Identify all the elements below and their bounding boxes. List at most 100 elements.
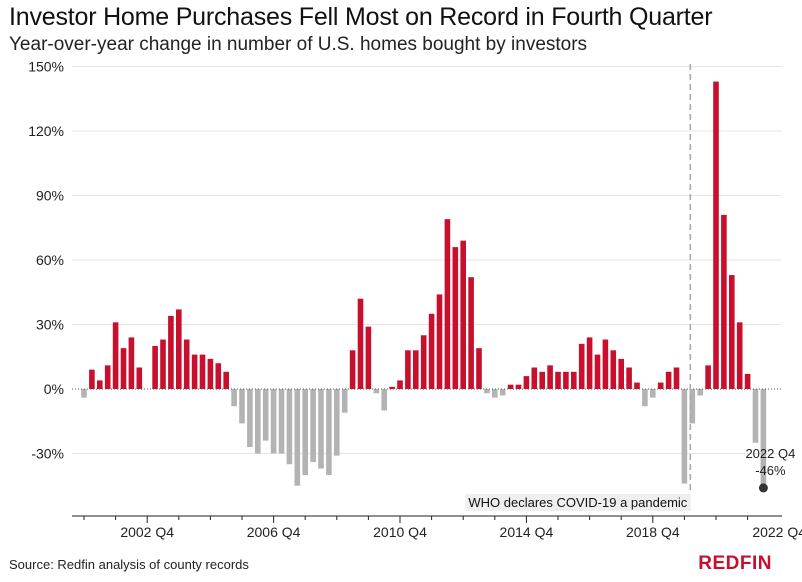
source-note: Source: Redfin analysis of county record… bbox=[9, 557, 249, 572]
bar bbox=[262, 389, 269, 441]
x-tick-label: 2018 Q4 bbox=[626, 524, 680, 540]
bar bbox=[531, 367, 538, 389]
bar bbox=[136, 367, 143, 389]
bar bbox=[594, 354, 601, 389]
y-tick-label: 150% bbox=[28, 59, 64, 75]
covid-label-background bbox=[465, 494, 691, 511]
bar bbox=[618, 358, 624, 389]
bar bbox=[468, 277, 474, 389]
bar bbox=[760, 389, 767, 488]
bar bbox=[476, 348, 482, 389]
bar bbox=[665, 371, 672, 389]
bar bbox=[657, 382, 664, 389]
bars bbox=[81, 81, 767, 488]
y-tick-label: -30% bbox=[31, 446, 64, 462]
chart-subtitle: Year-over-year change in number of U.S. … bbox=[9, 34, 588, 55]
gridlines bbox=[72, 66, 782, 454]
bar bbox=[610, 350, 617, 389]
bar bbox=[452, 247, 459, 389]
last-point-quarter-label: 2022 Q4 bbox=[745, 446, 795, 461]
bar bbox=[270, 389, 277, 454]
bar bbox=[294, 389, 301, 486]
bar bbox=[689, 389, 696, 424]
bar bbox=[736, 322, 743, 389]
bar bbox=[176, 309, 182, 389]
bar bbox=[255, 389, 261, 454]
bar bbox=[578, 343, 585, 389]
bar bbox=[239, 389, 245, 424]
bar bbox=[318, 389, 324, 469]
x-tick-label: 2010 Q4 bbox=[373, 524, 427, 540]
bar bbox=[563, 371, 569, 389]
bar bbox=[104, 365, 111, 389]
bar bbox=[507, 384, 514, 389]
bar bbox=[460, 240, 466, 389]
bar bbox=[634, 382, 640, 389]
bar bbox=[223, 371, 229, 389]
bar bbox=[247, 389, 253, 448]
bar bbox=[420, 335, 427, 389]
x-tick-label: 2014 Q4 bbox=[500, 524, 554, 540]
bar bbox=[81, 389, 87, 398]
bar bbox=[539, 371, 545, 389]
bar bbox=[120, 348, 127, 389]
bar bbox=[555, 371, 561, 389]
bar bbox=[523, 376, 530, 389]
bar bbox=[97, 380, 103, 389]
bar bbox=[326, 389, 332, 475]
bar bbox=[199, 354, 206, 389]
covid-annotation-label: WHO declares COVID-19 a pandemic bbox=[468, 495, 687, 510]
bar bbox=[286, 389, 293, 465]
annotations: WHO declares COVID-19 a pandemic 2022 Q4 -… bbox=[465, 64, 795, 511]
bar bbox=[697, 389, 703, 396]
last-point-value-label: -46% bbox=[755, 463, 786, 478]
bar bbox=[499, 389, 506, 396]
bar bbox=[484, 389, 490, 394]
bar bbox=[207, 358, 214, 389]
bar bbox=[626, 367, 632, 389]
bar bbox=[428, 313, 435, 389]
bar bbox=[152, 346, 158, 389]
redfin-logo: REDFIN bbox=[698, 553, 772, 574]
bar bbox=[341, 389, 348, 413]
bar bbox=[89, 369, 95, 389]
bar bbox=[231, 389, 237, 407]
bar bbox=[128, 337, 135, 389]
bar bbox=[191, 354, 198, 389]
bar bbox=[349, 350, 356, 389]
bar bbox=[705, 365, 711, 389]
bar bbox=[752, 389, 759, 443]
bar bbox=[413, 350, 419, 389]
y-tick-label: 90% bbox=[36, 188, 64, 204]
bar bbox=[444, 219, 451, 389]
bar bbox=[642, 389, 648, 407]
bar bbox=[436, 294, 443, 389]
x-tick-label: 2002 Q4 bbox=[120, 524, 174, 540]
bar bbox=[650, 389, 656, 398]
bar bbox=[365, 326, 372, 389]
bar bbox=[381, 389, 387, 411]
bar bbox=[713, 81, 719, 390]
bar bbox=[492, 389, 498, 398]
bar bbox=[334, 389, 340, 456]
bar bbox=[168, 315, 174, 389]
y-tick-label: 30% bbox=[36, 317, 64, 333]
y-tick-label: 120% bbox=[28, 123, 64, 139]
bar bbox=[278, 389, 285, 454]
x-axis: 2002 Q4 2006 Q4 2010 Q4 2014 Q4 2018 Q4 2022 … bbox=[72, 515, 802, 540]
bar bbox=[744, 373, 751, 389]
bar bbox=[357, 298, 364, 389]
bar bbox=[729, 275, 735, 389]
bar bbox=[586, 337, 593, 389]
bar bbox=[160, 339, 166, 389]
bar bbox=[515, 384, 522, 389]
bar bbox=[183, 339, 190, 389]
x-tick-label: 2022 Q4 bbox=[752, 524, 802, 540]
bar bbox=[215, 363, 222, 389]
bar bbox=[373, 389, 380, 394]
last-value-marker bbox=[758, 483, 768, 493]
bar bbox=[310, 389, 316, 463]
bar bbox=[112, 322, 119, 389]
y-tick-label: 0% bbox=[44, 381, 64, 397]
